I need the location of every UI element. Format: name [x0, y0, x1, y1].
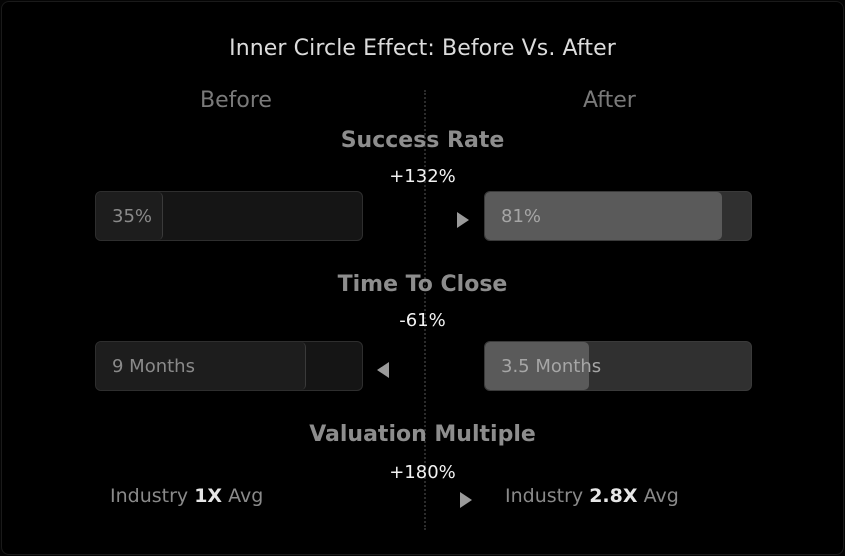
time-to-close-before-bar: 9 Months [95, 341, 363, 391]
time-to-close-after-fill [485, 342, 589, 390]
success-rate-after-bar: 81% [484, 191, 752, 241]
success-rate-before-bar: 35% [95, 191, 363, 241]
valuation-after-prefix: Industry [505, 485, 584, 507]
valuation-after-multiple: 2.8X [589, 485, 638, 507]
column-divider [424, 90, 426, 530]
triangle-right-icon [460, 492, 472, 508]
valuation-before-text: Industry 1X Avg [110, 485, 263, 507]
success-rate-after-fill [485, 192, 722, 240]
valuation-after-text: Industry 2.8X Avg [505, 485, 679, 507]
time-to-close-before-fill [96, 342, 307, 390]
valuation-before-prefix: Industry [110, 485, 189, 507]
time-to-close-title: Time To Close [337, 272, 508, 297]
after-column-header: After [583, 88, 636, 113]
time-to-close-before-value: 9 Months [112, 356, 195, 377]
time-to-close-after-value: 3.5 Months [501, 356, 602, 377]
valuation-after-suffix: Avg [643, 485, 679, 507]
time-to-close-after-bar: 3.5 Months [484, 341, 752, 391]
valuation-multiple-title: Valuation Multiple [309, 422, 536, 447]
valuation-before-suffix: Avg [228, 485, 264, 507]
valuation-before-multiple: 1X [194, 485, 223, 507]
success-rate-delta: +132% [389, 166, 456, 187]
valuation-multiple-delta: +180% [389, 462, 456, 483]
success-rate-before-fill [96, 192, 163, 240]
card-title: Inner Circle Effect: Before Vs. After [229, 36, 616, 61]
success-rate-title: Success Rate [340, 128, 505, 153]
success-rate-before-value: 35% [112, 206, 153, 227]
before-column-header: Before [200, 88, 272, 113]
triangle-left-icon [377, 362, 389, 378]
time-to-close-delta: -61% [399, 310, 446, 331]
triangle-right-icon [457, 212, 469, 228]
success-rate-after-value: 81% [501, 206, 542, 227]
